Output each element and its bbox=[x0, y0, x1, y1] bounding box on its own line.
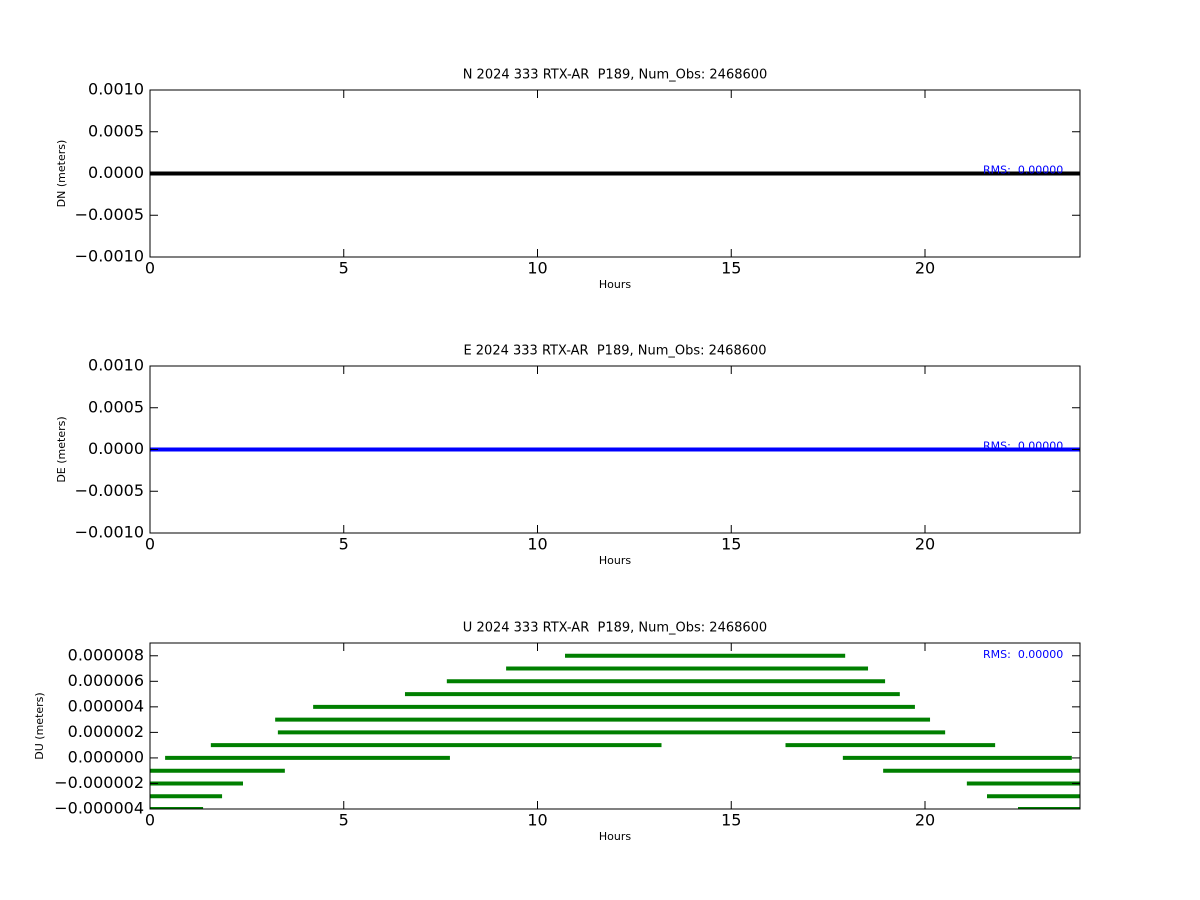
x-tick-label: 15 bbox=[721, 535, 741, 554]
x-tick-label: 15 bbox=[721, 811, 741, 830]
y-tick-label: −0.0010 bbox=[75, 247, 144, 266]
y-tick-label: −0.0005 bbox=[75, 481, 144, 500]
rms-annotation: RMS: 0.00000 bbox=[983, 648, 1063, 661]
y-axis-label: DU (meters) bbox=[33, 692, 46, 759]
y-axis-label: DN (meters) bbox=[55, 140, 68, 208]
plot-frame bbox=[149, 642, 1081, 810]
x-tick-label: 5 bbox=[339, 259, 349, 278]
x-tick-label: 0 bbox=[145, 535, 155, 554]
y-tick-label: 0.000000 bbox=[68, 747, 144, 766]
x-axis-label: Hours bbox=[599, 554, 631, 567]
x-tick-label: 5 bbox=[339, 811, 349, 830]
chart-title: U 2024 333 RTX-AR P189, Num_Obs: 2468600 bbox=[463, 621, 767, 636]
x-tick-label: 0 bbox=[145, 811, 155, 830]
y-tick-label: 0.000008 bbox=[68, 645, 144, 664]
x-tick-label: 0 bbox=[145, 259, 155, 278]
plot-area bbox=[150, 643, 1080, 809]
x-tick-label: 10 bbox=[527, 259, 547, 278]
x-axis-label: Hours bbox=[599, 278, 631, 291]
y-tick-label: 0.000006 bbox=[68, 671, 144, 690]
y-tick-label: 0.0005 bbox=[88, 397, 144, 416]
plot-data bbox=[150, 653, 1080, 809]
y-tick-label: 0.0010 bbox=[88, 356, 144, 375]
y-tick-label: −0.0010 bbox=[75, 523, 144, 542]
x-tick-label: 10 bbox=[527, 535, 547, 554]
y-axis-label: DE (meters) bbox=[55, 416, 68, 482]
x-tick-label: 20 bbox=[915, 535, 935, 554]
x-tick-label: 20 bbox=[915, 259, 935, 278]
y-tick-label: −0.000002 bbox=[54, 773, 144, 792]
y-tick-label: 0.0005 bbox=[88, 121, 144, 140]
chart-title: E 2024 333 RTX-AR P189, Num_Obs: 2468600 bbox=[463, 344, 766, 359]
rms-annotation: RMS: 0.00000 bbox=[983, 164, 1063, 177]
x-axis-label: Hours bbox=[599, 830, 631, 843]
y-tick-label: −0.0005 bbox=[75, 205, 144, 224]
x-tick-label: 10 bbox=[527, 811, 547, 830]
y-tick-label: 0.0010 bbox=[88, 80, 144, 99]
x-tick-label: 15 bbox=[721, 259, 741, 278]
x-tick-label: 20 bbox=[915, 811, 935, 830]
y-tick-label: 0.000002 bbox=[68, 722, 144, 741]
rms-annotation: RMS: 0.00000 bbox=[983, 440, 1063, 453]
chart-title: N 2024 333 RTX-AR P189, Num_Obs: 2468600 bbox=[463, 68, 768, 83]
y-tick-label: −0.000004 bbox=[54, 799, 144, 818]
y-tick-label: 0.0000 bbox=[88, 163, 144, 182]
x-tick-label: 5 bbox=[339, 535, 349, 554]
y-tick-label: 0.0000 bbox=[88, 439, 144, 458]
y-tick-label: 0.000004 bbox=[68, 696, 144, 715]
